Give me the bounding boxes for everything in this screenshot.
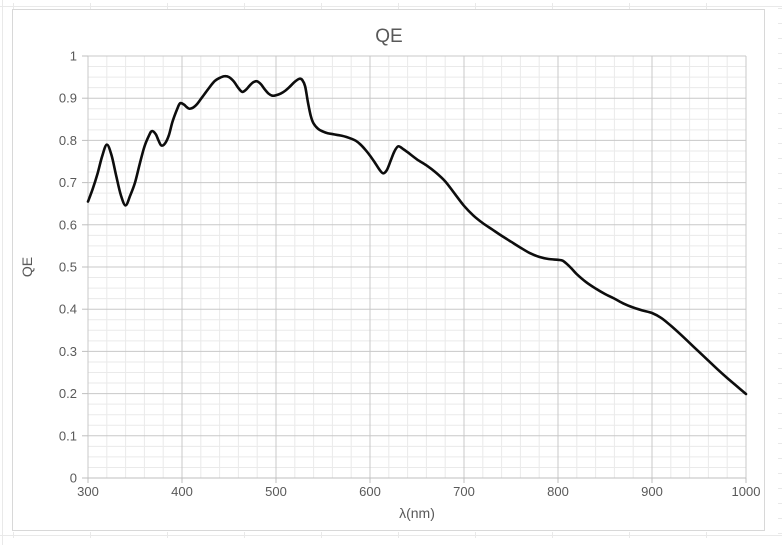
worksheet-gridline bbox=[778, 113, 782, 114]
worksheet-gridline bbox=[629, 532, 630, 538]
worksheet-gridline bbox=[778, 518, 782, 519]
worksheet-gridline bbox=[778, 203, 782, 204]
worksheet-gridline bbox=[778, 458, 782, 459]
chart-canvas: 300 400 500 600 700 800 900 1000 00.10.20.30.40… bbox=[19, 26, 760, 521]
worksheet-gridline bbox=[778, 323, 782, 324]
worksheet-gridline bbox=[778, 533, 782, 534]
worksheet-gridline bbox=[167, 3, 168, 9]
worksheet-gridline bbox=[778, 293, 782, 294]
qe-chart: 300 400 500 600 700 800 900 1000 0 0.1 0.2 0.3 0.4 0… bbox=[12, 9, 765, 531]
worksheet-gridline bbox=[706, 532, 707, 538]
y-tick-labels: 0 0.1 0.2 0.3 0.4 0.5 0.6 0.7 0.8 0.9 1 bbox=[59, 49, 77, 486]
worksheet-gridline bbox=[629, 3, 630, 9]
worksheet-gridline bbox=[167, 532, 168, 538]
worksheet-gridline bbox=[778, 173, 782, 174]
x-tick-label: 800 bbox=[547, 484, 569, 499]
worksheet-gridline bbox=[0, 535, 782, 536]
worksheet-gridline bbox=[778, 263, 782, 264]
x-tick-label: 500 bbox=[265, 484, 287, 499]
x-tick-label: 600 bbox=[359, 484, 381, 499]
worksheet-gridline bbox=[778, 248, 782, 249]
worksheet-gridline bbox=[321, 3, 322, 9]
x-tick-label: 900 bbox=[641, 484, 663, 499]
chart-title: QE bbox=[375, 26, 402, 47]
worksheet-gridline bbox=[778, 413, 782, 414]
x-tick-label: 1000 bbox=[732, 484, 761, 499]
worksheet-gridline bbox=[90, 3, 91, 9]
worksheet-gridline bbox=[321, 532, 322, 538]
y-tick-label: 1 bbox=[70, 49, 77, 64]
worksheet-gridline bbox=[778, 158, 782, 159]
worksheet-gridline bbox=[13, 3, 14, 9]
qe-series-line bbox=[86, 74, 748, 396]
worksheet-gridline bbox=[778, 383, 782, 384]
worksheet-gridline bbox=[778, 368, 782, 369]
y-tick-label: 0.3 bbox=[59, 344, 77, 359]
y-tick-label: 0.8 bbox=[59, 133, 77, 148]
worksheet-gridline bbox=[778, 233, 782, 234]
x-tick-label: 300 bbox=[77, 484, 99, 499]
worksheet-gridline bbox=[552, 532, 553, 538]
worksheet-gridline bbox=[778, 398, 782, 399]
worksheet-gridline bbox=[778, 488, 782, 489]
worksheet-gridline bbox=[778, 68, 782, 69]
worksheet-gridline bbox=[778, 38, 782, 39]
worksheet-gridline bbox=[706, 3, 707, 9]
worksheet-gridline bbox=[778, 8, 782, 9]
x-tick-labels: 300 400 500 600 700 800 900 1000 bbox=[77, 484, 760, 499]
worksheet-gridline bbox=[778, 473, 782, 474]
worksheet-gridline bbox=[778, 143, 782, 144]
worksheet-gridline bbox=[778, 428, 782, 429]
worksheet-gridline bbox=[552, 3, 553, 9]
y-tick-label: 0.5 bbox=[59, 260, 77, 275]
worksheet-gridline bbox=[398, 3, 399, 9]
worksheet-gridline bbox=[398, 532, 399, 538]
worksheet-gridline bbox=[475, 3, 476, 9]
worksheet-gridline bbox=[778, 503, 782, 504]
worksheet-gridline bbox=[0, 6, 782, 7]
worksheet-gridline bbox=[244, 3, 245, 9]
worksheet-gridline bbox=[13, 532, 14, 538]
worksheet-gridline bbox=[778, 23, 782, 24]
x-tick-label: 400 bbox=[171, 484, 193, 499]
x-tick-label: 700 bbox=[453, 484, 475, 499]
y-tick-label: 0.2 bbox=[59, 386, 77, 401]
major-gridlines bbox=[87, 55, 747, 479]
worksheet-gridline bbox=[475, 532, 476, 538]
axis-lines-and-ticks bbox=[82, 55, 747, 483]
worksheet-gridline bbox=[2, 0, 3, 545]
y-tick-label: 0.1 bbox=[59, 428, 77, 443]
x-axis-title: λ(nm) bbox=[399, 505, 435, 521]
worksheet-gridline bbox=[778, 128, 782, 129]
y-tick-label: 0.7 bbox=[59, 175, 77, 190]
worksheet-gridline bbox=[90, 532, 91, 538]
worksheet-gridline bbox=[778, 83, 782, 84]
worksheet-gridline bbox=[778, 98, 782, 99]
worksheet-gridline bbox=[244, 532, 245, 538]
minor-gridlines bbox=[88, 56, 746, 478]
y-axis-title: QE bbox=[19, 257, 35, 277]
worksheet-gridline bbox=[778, 443, 782, 444]
worksheet-gridline bbox=[778, 218, 782, 219]
worksheet-gridline bbox=[778, 188, 782, 189]
y-tick-label: 0 bbox=[70, 471, 77, 486]
worksheet-gridline bbox=[778, 278, 782, 279]
y-tick-label: 0.9 bbox=[59, 91, 77, 106]
worksheet-gridline bbox=[778, 53, 782, 54]
worksheet-gridline bbox=[778, 338, 782, 339]
y-tick-label: 0.6 bbox=[59, 217, 77, 232]
worksheet-gridline bbox=[778, 308, 782, 309]
worksheet-gridline bbox=[778, 353, 782, 354]
y-tick-label: 0.4 bbox=[59, 302, 77, 317]
